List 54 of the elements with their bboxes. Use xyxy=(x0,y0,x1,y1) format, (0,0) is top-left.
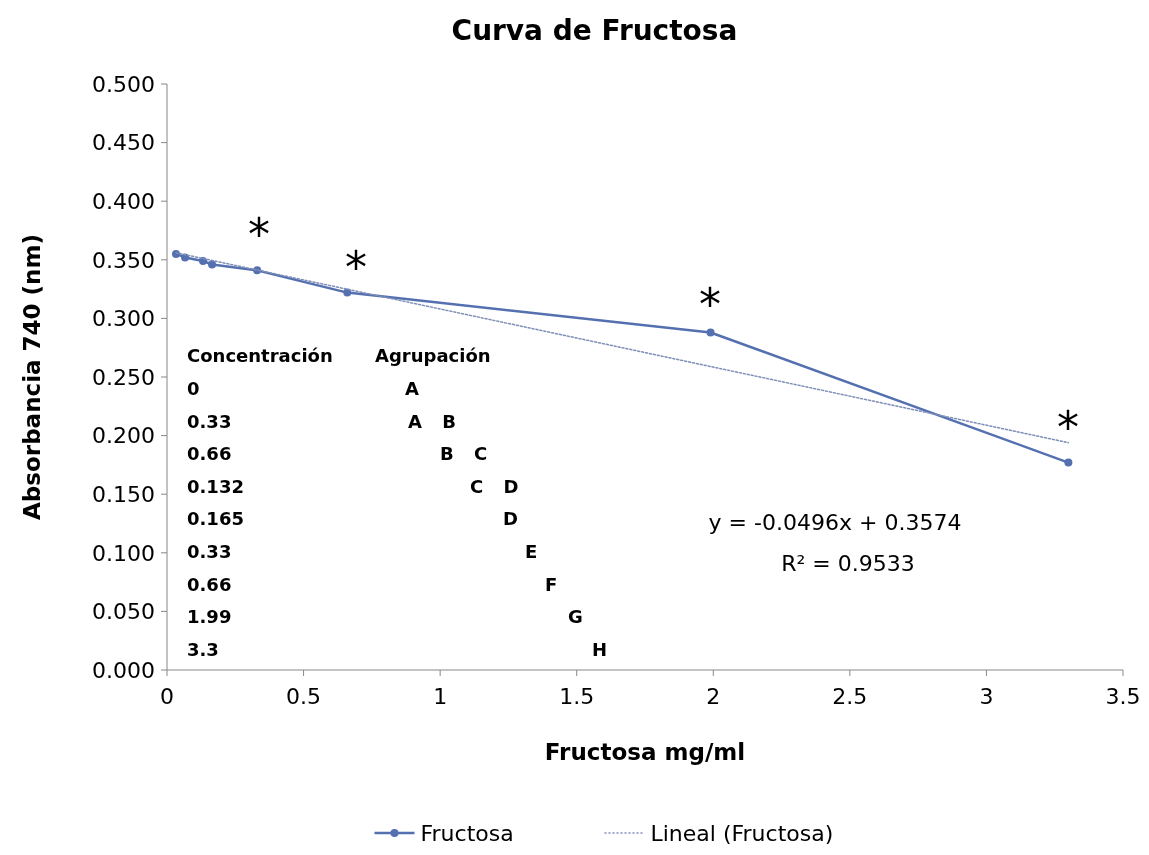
y-tick-label: 0.250 xyxy=(92,364,155,390)
annotation: 0.66 xyxy=(187,443,232,465)
annotation: B C xyxy=(440,443,488,465)
annotation: D xyxy=(503,508,518,530)
point xyxy=(208,260,217,269)
annotation: C D xyxy=(470,475,519,497)
y-tick-label: 0.450 xyxy=(92,130,155,156)
annotation: G xyxy=(568,606,583,628)
annotation: * xyxy=(1057,402,1079,453)
annotation: 0.66 xyxy=(187,573,232,595)
point xyxy=(1064,458,1073,467)
annotation: * xyxy=(345,242,367,293)
annotation: * xyxy=(699,279,721,330)
x-tick-label: 3.5 xyxy=(1105,684,1141,709)
annotation: 0.132 xyxy=(187,475,244,497)
point xyxy=(706,328,715,337)
y-tick-label: 0.200 xyxy=(92,423,155,449)
annotation: H xyxy=(592,638,608,660)
annotation: 3.3 xyxy=(187,638,219,660)
annotation: F xyxy=(545,573,558,595)
x-tick-label: 1.5 xyxy=(559,684,595,709)
x-tick-label: 1 xyxy=(433,684,448,709)
annotation: 0.165 xyxy=(187,508,244,530)
y-tick-label: 0.100 xyxy=(92,540,155,566)
x-tick-label: 2.5 xyxy=(832,684,868,709)
y-tick-label: 0.050 xyxy=(92,599,155,625)
annotation: Agrupación xyxy=(375,345,491,366)
x-tick-label: 3 xyxy=(979,684,994,709)
x-tick-label: 0.5 xyxy=(286,684,322,709)
legend-label: Lineal (Fructosa) xyxy=(650,820,834,846)
point xyxy=(343,288,352,297)
y-tick-label: 0.000 xyxy=(92,657,155,683)
annotation: 1.99 xyxy=(187,606,232,628)
x-tick-label: 0 xyxy=(160,684,174,709)
annotation: 0.33 xyxy=(187,541,232,562)
y-tick-label: 0.150 xyxy=(92,481,155,507)
legend-label: Fructosa xyxy=(420,820,514,846)
y-tick-label: 0.500 xyxy=(92,71,155,97)
y-axis-title: Absorbancia 740 (nm) xyxy=(19,234,45,520)
annotation: A B xyxy=(408,410,456,432)
y-tick-label: 0.350 xyxy=(92,247,155,273)
annotation: 0 xyxy=(187,378,200,399)
y-tick-label: 0.300 xyxy=(92,306,155,332)
annotation: R² = 0.9533 xyxy=(781,551,915,576)
annotation: y = -0.0496x + 0.3574 xyxy=(708,510,962,535)
chart-title: Curva de Fructosa xyxy=(451,14,738,47)
y-tick-label: 0.400 xyxy=(92,188,155,214)
annotation: A xyxy=(405,378,419,399)
x-tick-label: 2 xyxy=(706,684,721,709)
annotation: E xyxy=(525,541,538,562)
x-axis-title: Fructosa mg/ml xyxy=(544,739,746,765)
annotation: 0.33 xyxy=(187,410,232,432)
annotation: Concentración xyxy=(187,345,333,366)
annotation: * xyxy=(248,209,270,260)
